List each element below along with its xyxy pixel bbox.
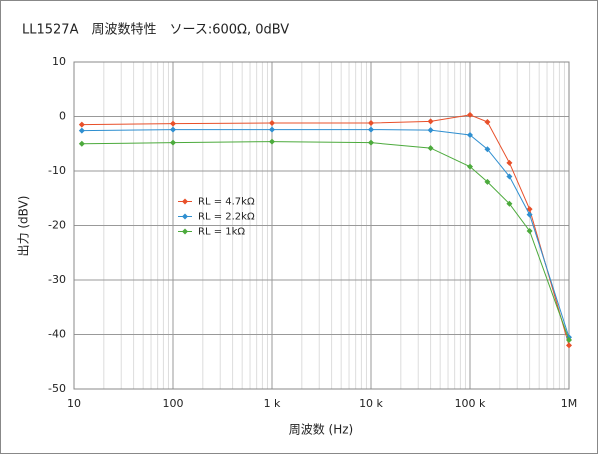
- x-tick-label: 10 k: [359, 397, 383, 410]
- series-line: [81, 114, 570, 346]
- y-tick-label: -30: [48, 273, 66, 286]
- marker: [368, 120, 374, 127]
- marker: [484, 118, 491, 125]
- marker: [170, 139, 176, 146]
- y-tick-label: 0: [59, 110, 66, 123]
- marker: [78, 140, 85, 147]
- marker: [484, 146, 491, 153]
- marker: [78, 127, 85, 134]
- marker: [566, 336, 572, 343]
- marker: [526, 211, 533, 218]
- marker: [484, 178, 491, 185]
- x-tick-label: 100: [163, 397, 184, 410]
- legend-label: RL = 4.7kΩ: [198, 197, 255, 208]
- marker: [506, 159, 513, 166]
- chart-title: LL1527A 周波数特性 ソース:600Ω, 0dBV: [22, 23, 289, 38]
- y-tick-label: -10: [48, 164, 66, 177]
- marker: [566, 342, 572, 349]
- marker: [368, 139, 374, 146]
- y-tick-label: -20: [48, 219, 66, 232]
- marker: [506, 173, 513, 180]
- marker: [78, 121, 85, 128]
- marker: [427, 118, 434, 125]
- series-line: [81, 141, 570, 341]
- legend-marker: [182, 198, 188, 205]
- y-tick-label: 10: [52, 55, 66, 68]
- legend-label: RL = 2.2kΩ: [198, 212, 255, 223]
- x-tick-label: 10: [67, 397, 81, 410]
- marker: [269, 126, 275, 133]
- marker: [467, 111, 473, 118]
- marker: [427, 127, 434, 134]
- x-tick-label: 1 k: [264, 397, 281, 410]
- y-tick-label: -40: [48, 328, 66, 341]
- marker: [427, 145, 434, 152]
- marker: [526, 206, 533, 213]
- legend-label: RL = 1kΩ: [198, 227, 245, 238]
- marker: [467, 132, 473, 139]
- plot-border: [73, 61, 570, 390]
- marker: [506, 200, 513, 207]
- x-tick-label: 100 k: [455, 397, 486, 410]
- marker: [269, 120, 275, 127]
- marker: [170, 126, 176, 133]
- x-axis-label: 周波数 (Hz): [289, 422, 354, 437]
- x-tick-label: 1M: [561, 397, 578, 410]
- marker: [467, 163, 473, 170]
- marker: [269, 138, 275, 145]
- series-line: [81, 129, 570, 338]
- legend-marker: [182, 213, 188, 220]
- y-tick-label: -50: [48, 382, 66, 395]
- y-axis-label: 出力 (dBV): [17, 196, 31, 257]
- legend-marker: [182, 228, 188, 235]
- marker: [170, 120, 176, 127]
- marker: [368, 126, 374, 133]
- marker: [526, 227, 533, 234]
